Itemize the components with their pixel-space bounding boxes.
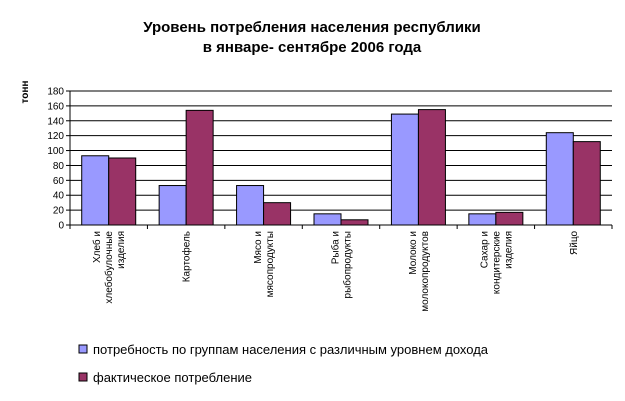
axes — [66, 90, 613, 229]
bars — [81, 109, 601, 226]
x-category-label-line: хлебобулочные — [103, 231, 115, 304]
bar-need — [313, 213, 342, 226]
x-category-label-line: Молоко и — [408, 231, 419, 275]
y-tick-label: 60 — [53, 176, 65, 187]
y-tick-label: 100 — [47, 146, 64, 157]
y-tick-label: 40 — [53, 191, 65, 202]
bar-actual — [108, 157, 137, 226]
x-category-label: Молоко имолокопродуктов — [408, 231, 431, 312]
x-category-label: Сахар икондитерскиеизделия — [479, 231, 514, 295]
x-category-label-line: молокопродуктов — [420, 231, 431, 312]
x-category-label-line: Мясо и — [253, 231, 264, 264]
y-tick-label: 180 — [47, 87, 64, 98]
bar-actual — [495, 211, 524, 226]
chart-title-line-1: Уровень потребления населения республики — [143, 19, 481, 36]
x-category-label-line: Рыба и — [330, 231, 342, 264]
x-category-label: Яйцо — [569, 231, 580, 255]
x-category-labels: Хлеб ихлебобулочныеизделия Картофель Мясо … — [91, 231, 580, 312]
x-category-label-line: Картофель — [181, 231, 193, 282]
gridlines — [70, 90, 612, 211]
y-tick-label: 160 — [47, 101, 64, 112]
x-category-label-line: изделия — [116, 231, 127, 269]
y-tick-label: 140 — [47, 116, 64, 127]
legend-swatch-actual — [78, 372, 88, 382]
y-tick-label: 20 — [53, 206, 65, 217]
x-category-label: Мясо имясопродукты — [253, 231, 276, 297]
bar-need — [390, 113, 419, 226]
bar-actual — [185, 109, 214, 226]
x-category-label-line: рыбопродукты — [342, 231, 354, 298]
bar-actual — [263, 202, 292, 226]
x-category-label-line: Сахар и — [479, 231, 490, 268]
bar-actual — [572, 141, 601, 226]
y-tick-label: 0 — [58, 221, 64, 232]
x-category-label-line: изделия — [503, 231, 514, 269]
bar-need — [236, 185, 265, 226]
y-axis-label: тонн — [20, 81, 31, 104]
legend-label-actual: фактическое потребление — [93, 370, 252, 385]
y-tick-label: 120 — [47, 131, 64, 142]
legend-swatch-need — [78, 344, 88, 354]
y-tick-labels: 0 20 40 60 80 100 120 140 160 180 — [47, 87, 64, 232]
legend-label-need: потребность по группам населения с разли… — [93, 342, 489, 357]
x-category-label-line: кондитерские — [491, 231, 502, 295]
x-category-label: Картофель — [181, 231, 193, 282]
x-category-label-line: Яйцо — [569, 231, 580, 255]
x-category-label: Хлеб ихлебобулочныеизделия — [91, 231, 127, 304]
bar-need — [81, 155, 110, 226]
x-category-label-line: мясопродукты — [265, 231, 276, 297]
bar-need — [545, 132, 574, 226]
bar-actual — [340, 219, 369, 226]
bar-actual — [417, 109, 446, 226]
x-category-label: Рыба ирыбопродукты — [330, 231, 354, 298]
bar-need — [468, 213, 497, 226]
y-tick-label: 80 — [53, 161, 65, 172]
bar-need — [158, 185, 187, 226]
x-category-label-line: Хлеб и — [91, 231, 103, 263]
chart-title-line-2: в январе- сентябре 2006 года — [203, 39, 422, 56]
